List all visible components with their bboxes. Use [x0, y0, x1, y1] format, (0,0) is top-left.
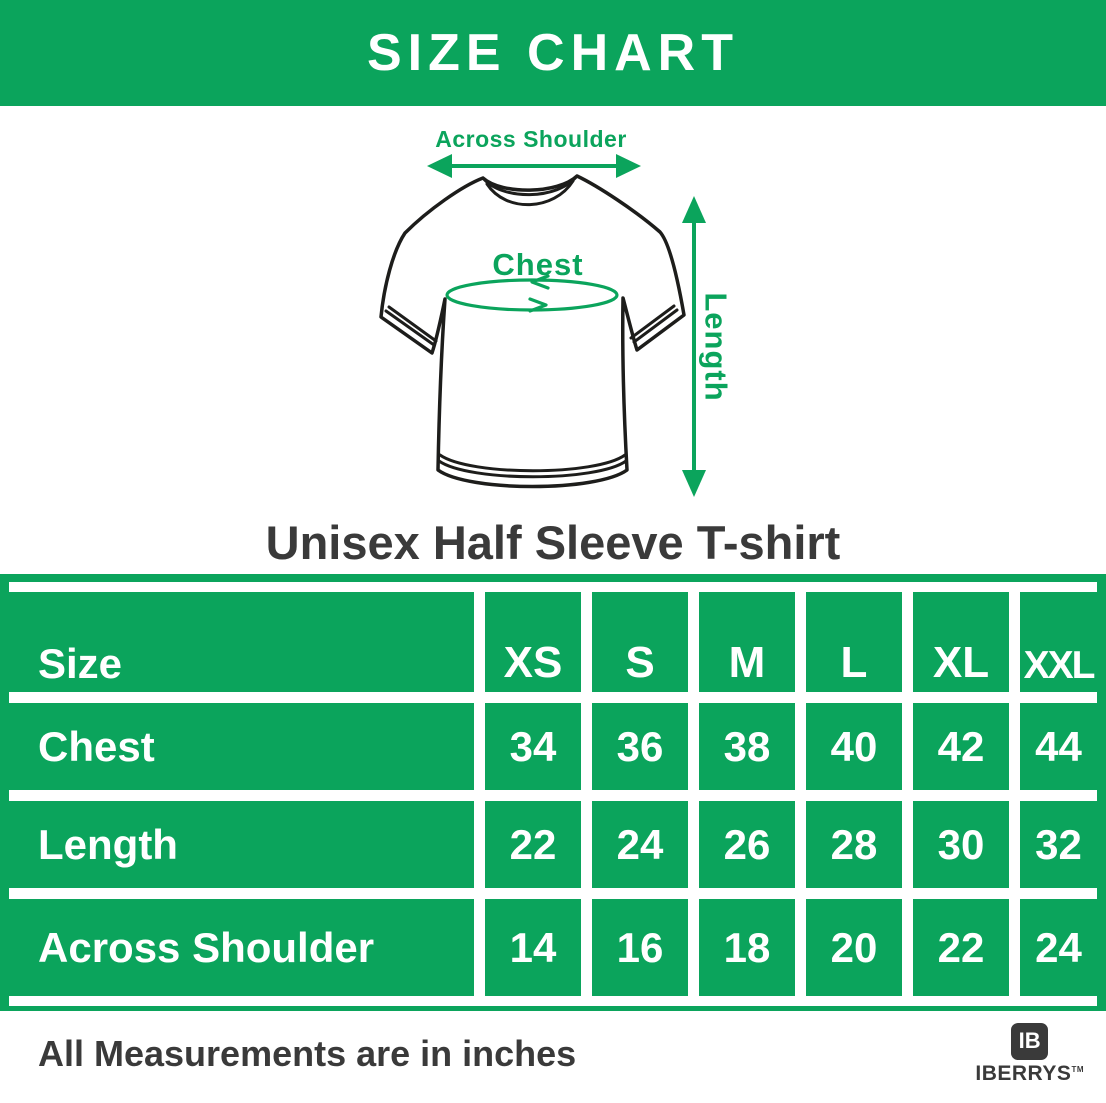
across-shoulder-s: 16: [592, 899, 688, 996]
banner-title: SIZE CHART: [367, 24, 739, 82]
across-shoulder-xl: 22: [913, 899, 1009, 996]
brand-logo: IB IBERRYSTM: [975, 1022, 1084, 1086]
table-header-l: L: [806, 592, 902, 692]
across-shoulder-xxl: 24: [1020, 899, 1097, 996]
table-header-m: M: [699, 592, 795, 692]
table-header-s: S: [592, 592, 688, 692]
product-title: Unisex Half Sleeve T-shirt: [265, 516, 841, 569]
brand-name: IBERRYSTM: [975, 1062, 1084, 1086]
chest-l: 40: [806, 703, 902, 790]
measurement-diagram: Across Shoulder Chest Length Unisex Half…: [0, 106, 1106, 574]
row-label-chest: Chest: [9, 703, 474, 790]
units-note: All Measurements are in inches: [38, 1033, 577, 1074]
chest-xs: 34: [485, 703, 581, 790]
footer: All Measurements are in inches IB IBERRY…: [0, 1011, 1106, 1103]
tshirt-illustration: Across Shoulder Chest Length: [379, 126, 734, 497]
trademark-symbol: TM: [1071, 1064, 1084, 1074]
tshirt-outline: [379, 174, 686, 489]
chest-s: 36: [592, 703, 688, 790]
length-xl: 30: [913, 801, 1009, 888]
across-shoulder-m: 18: [699, 899, 795, 996]
length-l: 28: [806, 801, 902, 888]
table-header-xxl: XXL: [1020, 592, 1097, 692]
length-xxl: 32: [1020, 801, 1097, 888]
length-s: 24: [592, 801, 688, 888]
row-label-across-shoulder: Across Shoulder: [9, 899, 474, 996]
banner: SIZE CHART: [0, 0, 1106, 106]
table-header-size: Size: [9, 592, 474, 692]
chest-xxl: 44: [1020, 703, 1097, 790]
brand-name-text: IBERRYS: [975, 1061, 1072, 1085]
table-header-xl: XL: [913, 592, 1009, 692]
across-shoulder-xs: 14: [485, 899, 581, 996]
chest-label: Chest: [492, 247, 583, 282]
length-m: 26: [699, 801, 795, 888]
across-shoulder-l: 20: [806, 899, 902, 996]
chest-m: 38: [699, 703, 795, 790]
length-label: Length: [699, 292, 734, 401]
length-arrow: [682, 196, 706, 497]
across-shoulder-arrow: [427, 154, 641, 178]
brand-badge-icon: IB: [1011, 1022, 1049, 1060]
table-header-xs: XS: [485, 592, 581, 692]
length-xs: 22: [485, 801, 581, 888]
size-table: Size XS S M L XL XXL Chest 34 36 38 40 4…: [0, 574, 1106, 1011]
row-label-length: Length: [9, 801, 474, 888]
chest-ellipse-arrow: [445, 274, 619, 313]
across-shoulder-label: Across Shoulder: [435, 126, 627, 152]
chest-xl: 42: [913, 703, 1009, 790]
size-table-grid: Size XS S M L XL XXL Chest 34 36 38 40 4…: [9, 592, 1097, 996]
